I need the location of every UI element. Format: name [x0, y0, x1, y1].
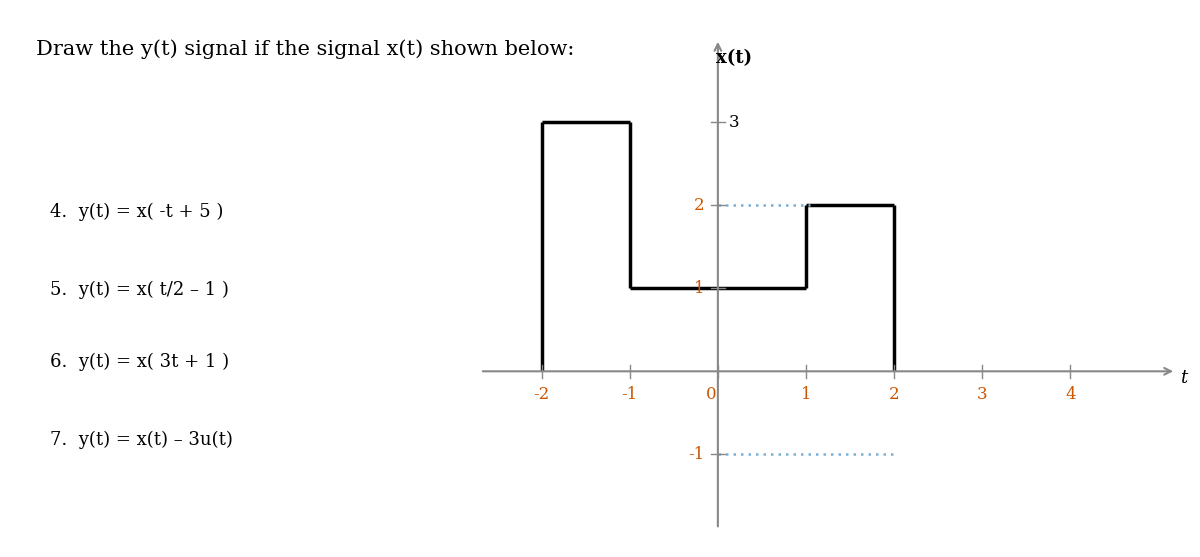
Text: 2: 2 — [889, 386, 899, 403]
Text: 3: 3 — [728, 114, 739, 130]
Text: Draw the y(t) signal if the signal x(t) shown below:: Draw the y(t) signal if the signal x(t) … — [36, 39, 575, 58]
Text: 4: 4 — [1064, 386, 1075, 403]
Text: 2: 2 — [694, 197, 704, 214]
Text: 6.  y(t) = x( 3t + 1 ): 6. y(t) = x( 3t + 1 ) — [50, 353, 229, 371]
Text: -2: -2 — [534, 386, 550, 403]
Text: 1: 1 — [694, 280, 704, 297]
Text: 1: 1 — [800, 386, 811, 403]
Text: -1: -1 — [622, 386, 638, 403]
Text: t: t — [1181, 369, 1188, 387]
Text: 5.  y(t) = x( t/2 – 1 ): 5. y(t) = x( t/2 – 1 ) — [50, 281, 229, 299]
Text: x(t): x(t) — [715, 49, 751, 67]
Text: 0: 0 — [706, 386, 716, 403]
Text: -1: -1 — [689, 446, 704, 463]
Text: 7.  y(t) = x(t) – 3u(t): 7. y(t) = x(t) – 3u(t) — [50, 431, 233, 449]
Text: 3: 3 — [977, 386, 988, 403]
Text: 4.  y(t) = x( -t + 5 ): 4. y(t) = x( -t + 5 ) — [50, 203, 223, 221]
